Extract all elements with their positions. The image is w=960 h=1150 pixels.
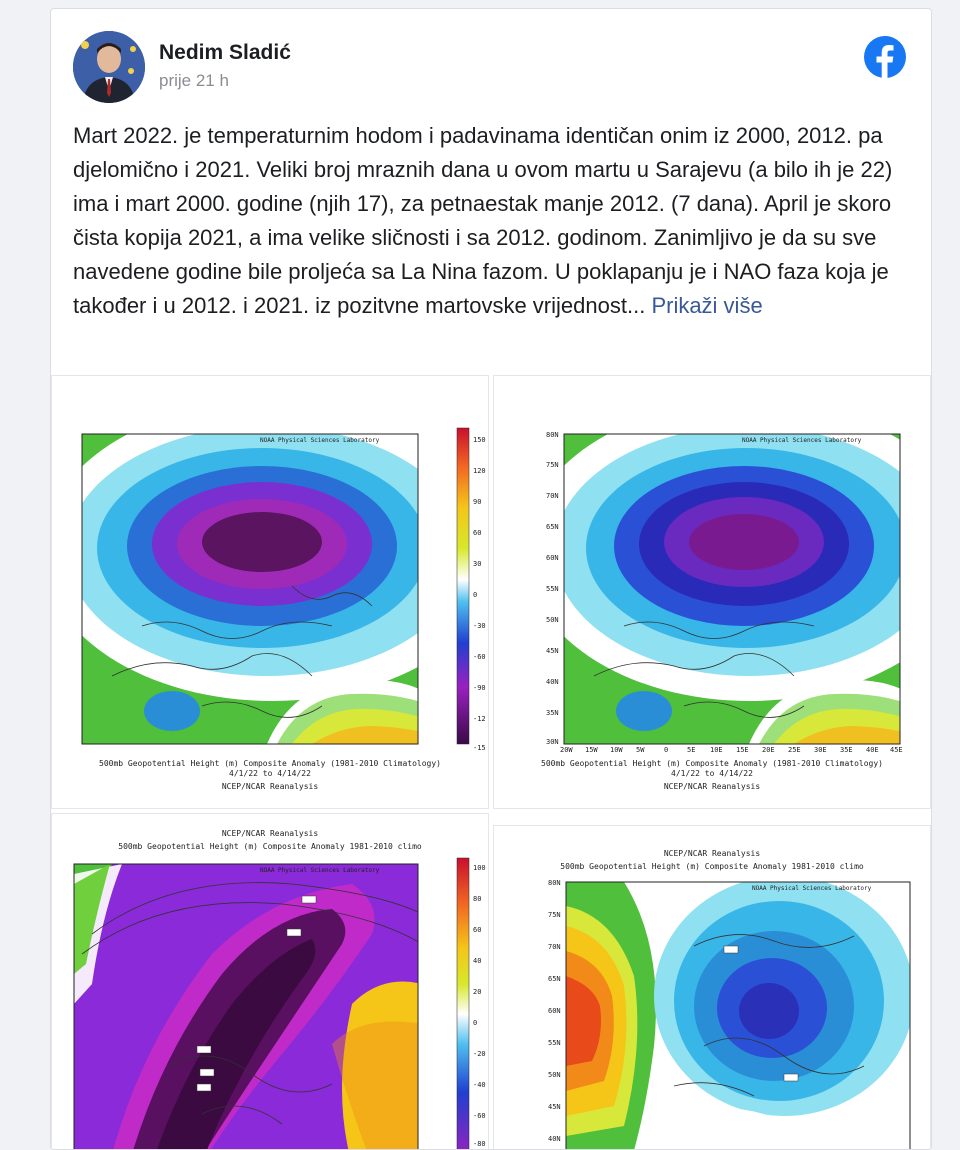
scale-label: -60: [473, 653, 486, 661]
lon-label: 15W: [585, 746, 598, 754]
lat-label: 55N: [548, 1039, 561, 1047]
post-timestamp[interactable]: prije 21 h: [159, 71, 229, 90]
post-card: Nedim Sladić prije 21 h Mart 2022. je te…: [50, 8, 932, 1150]
lat-label: 30N: [546, 738, 559, 746]
lat-label: 80N: [548, 879, 561, 887]
scale-label: 120: [473, 467, 486, 475]
lon-label: 45E: [890, 746, 903, 754]
lat-label: 65N: [548, 975, 561, 983]
lat-label: 40N: [546, 678, 559, 686]
scale-label: 0: [473, 591, 478, 599]
facebook-logo-icon[interactable]: [863, 35, 907, 79]
lat-label: 45N: [546, 647, 559, 655]
map-source: NCEP/NCAR Reanalysis: [221, 782, 319, 791]
lat-label: 75N: [548, 911, 561, 919]
image-grid: NOAA Physical Sciences Laboratory 150 12…: [51, 375, 931, 1149]
post-body: Mart 2022. je temperaturnim hodom i pada…: [73, 123, 893, 318]
lab-label: NOAA Physical Sciences Laboratory: [752, 885, 872, 892]
lab-label: NOAA Physical Sciences Laboratory: [742, 437, 862, 444]
map-title: NCEP/NCAR Reanalysis: [221, 829, 319, 838]
map-caption: 500mb Geopotential Height (m) Composite …: [99, 759, 441, 768]
lon-label: 30E: [814, 746, 827, 754]
lat-label: 80N: [546, 431, 559, 439]
scale-label: 60: [473, 926, 482, 934]
lon-label: 10W: [610, 746, 623, 754]
scale-label: 60: [473, 529, 482, 537]
scale-label: 90: [473, 498, 482, 506]
map-dates: 4/1/22 to 4/14/22: [671, 769, 753, 778]
scale-label: 0: [473, 1019, 478, 1027]
lat-label: 70N: [548, 943, 561, 951]
anomaly-map-3: [73, 857, 470, 1149]
lat-label: 60N: [546, 554, 559, 562]
post-text: Mart 2022. je temperaturnim hodom i pada…: [73, 119, 913, 323]
scale-label: -40: [473, 1081, 486, 1089]
lon-label: 15E: [736, 746, 749, 754]
anomaly-map-2: [563, 433, 901, 745]
avatar[interactable]: [73, 31, 145, 103]
map-dates: 4/1/22 to 4/14/22: [229, 769, 311, 778]
show-more-link[interactable]: Prikaži više: [651, 293, 763, 318]
lon-label: 5W: [636, 746, 645, 754]
lon-label: 35E: [840, 746, 853, 754]
scale-label: -90: [473, 684, 486, 692]
scale-label: -30: [473, 622, 486, 630]
lat-label: 50N: [546, 616, 559, 624]
profile-photo: [73, 31, 145, 103]
scale-label: 20: [473, 988, 482, 996]
lat-label: 55N: [546, 585, 559, 593]
map-image-2[interactable]: NOAA Physical Sciences Laboratory 80N 75…: [493, 375, 931, 809]
lon-label: 20E: [762, 746, 775, 754]
lat-label: 60N: [548, 1007, 561, 1015]
lon-label: 5E: [687, 746, 696, 754]
scale-label: 100: [473, 864, 486, 872]
lat-label: 70N: [546, 492, 559, 500]
scale-label: -15: [473, 744, 486, 752]
post-header: Nedim Sladić prije 21 h: [73, 31, 909, 103]
map-subtitle: 500mb Geopotential Height (m) Composite …: [560, 862, 864, 871]
map-subtitle: 500mb Geopotential Height (m) Composite …: [118, 842, 422, 851]
lat-label: 35N: [546, 709, 559, 717]
lat-label: 50N: [548, 1071, 561, 1079]
map-title: NCEP/NCAR Reanalysis: [663, 849, 761, 858]
map-image-4[interactable]: NCEP/NCAR Reanalysis 500mb Geopotential …: [493, 825, 931, 1149]
scale-label: 150: [473, 436, 486, 444]
lab-label: NOAA Physical Sciences Laboratory: [260, 437, 380, 444]
scale-label: 30: [473, 560, 482, 568]
lat-label: 65N: [546, 523, 559, 531]
map-image-1[interactable]: NOAA Physical Sciences Laboratory 150 12…: [51, 375, 489, 809]
lon-label: 20W: [560, 746, 573, 754]
lat-label: 45N: [548, 1103, 561, 1111]
lon-label: 40E: [866, 746, 879, 754]
anomaly-map-4: [565, 881, 911, 1149]
lon-label: 10E: [710, 746, 723, 754]
lat-label: 75N: [546, 461, 559, 469]
scale-label: -12: [473, 715, 486, 723]
scale-label: 80: [473, 895, 482, 903]
scale-label: 40: [473, 957, 482, 965]
scale-label: -60: [473, 1112, 486, 1120]
scale-label: -80: [473, 1140, 486, 1148]
author-name[interactable]: Nedim Sladić: [159, 41, 291, 64]
map-caption: 500mb Geopotential Height (m) Composite …: [541, 759, 883, 768]
lon-label: 0: [664, 746, 669, 754]
scale-label: -20: [473, 1050, 486, 1058]
lat-label: 40N: [548, 1135, 561, 1143]
lon-label: 25E: [788, 746, 801, 754]
anomaly-map-1: [81, 427, 470, 745]
map-source: NCEP/NCAR Reanalysis: [663, 782, 761, 791]
map-image-3[interactable]: NCEP/NCAR Reanalysis 500mb Geopotential …: [51, 813, 489, 1149]
lab-label: NOAA Physical Sciences Laboratory: [260, 867, 380, 874]
